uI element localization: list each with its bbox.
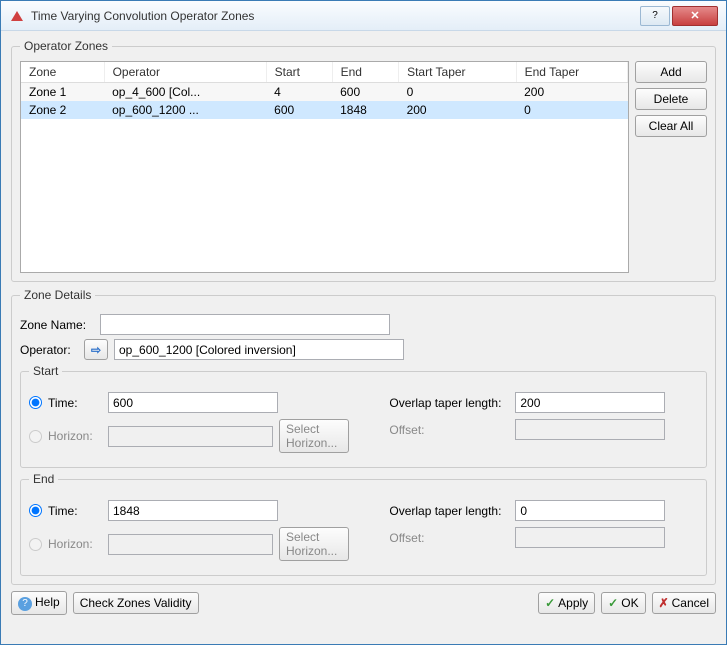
help-icon: ?: [18, 597, 32, 611]
start-offset-label: Offset:: [389, 423, 509, 437]
clear-all-button[interactable]: Clear All: [635, 115, 707, 137]
help-button[interactable]: ?: [640, 6, 670, 26]
zones-side-buttons: Add Delete Clear All: [635, 61, 707, 273]
end-horizon-label: Horizon:: [48, 537, 102, 551]
check-validity-button[interactable]: Check Zones Validity: [73, 592, 199, 614]
window-title: Time Varying Convolution Operator Zones: [31, 9, 638, 23]
delete-button[interactable]: Delete: [635, 88, 707, 110]
end-offset-label: Offset:: [389, 531, 509, 545]
start-offset-input: [515, 419, 665, 440]
start-select-horizon-button: Select Horizon...: [279, 419, 349, 453]
end-select-horizon-button: Select Horizon...: [279, 527, 349, 561]
start-horizon-input: [108, 426, 273, 447]
end-overlap-input[interactable]: [515, 500, 665, 521]
check-icon: ✓: [608, 596, 618, 610]
dialog-footer: ?Help Check Zones Validity ✓Apply ✓OK ✗C…: [11, 591, 716, 615]
zones-legend: Operator Zones: [20, 39, 112, 53]
start-group: Start Time: Horizon: Select Horizon...: [20, 364, 707, 468]
start-horizon-radio: [29, 430, 42, 443]
start-time-input[interactable]: [108, 392, 278, 413]
operator-zones-group: Operator Zones Zone Operator Start End S…: [11, 39, 716, 282]
end-horizon-input: [108, 534, 273, 555]
zones-table[interactable]: Zone Operator Start End Start Taper End …: [20, 61, 629, 273]
app-icon: [9, 8, 25, 24]
start-horizon-label: Horizon:: [48, 429, 102, 443]
check-icon: ✓: [545, 596, 555, 610]
start-time-label: Time:: [48, 396, 102, 410]
col-zone[interactable]: Zone: [21, 62, 104, 83]
end-offset-input: [515, 527, 665, 548]
end-time-label: Time:: [48, 504, 102, 518]
end-overlap-label: Overlap taper length:: [389, 504, 509, 518]
col-start[interactable]: Start: [266, 62, 332, 83]
col-end-taper[interactable]: End Taper: [516, 62, 627, 83]
zone-details-group: Zone Details Zone Name: Operator: ⇨ Star…: [11, 288, 716, 585]
table-row[interactable]: Zone 2 op_600_1200 ... 600 1848 200 0: [21, 101, 628, 119]
cancel-button[interactable]: ✗Cancel: [652, 592, 716, 614]
ok-button[interactable]: ✓OK: [601, 592, 645, 614]
end-time-input[interactable]: [108, 500, 278, 521]
operator-input[interactable]: [114, 339, 404, 360]
end-horizon-radio: [29, 538, 42, 551]
dialog-content: Operator Zones Zone Operator Start End S…: [1, 31, 726, 644]
start-time-radio[interactable]: [29, 396, 42, 409]
zone-name-input[interactable]: [100, 314, 390, 335]
start-legend: Start: [29, 364, 62, 378]
col-start-taper[interactable]: Start Taper: [399, 62, 517, 83]
operator-label: Operator:: [20, 343, 78, 357]
table-row[interactable]: Zone 1 op_4_600 [Col... 4 600 0 200: [21, 83, 628, 102]
end-group: End Time: Horizon: Select Horizon...: [20, 472, 707, 576]
col-operator[interactable]: Operator: [104, 62, 266, 83]
start-overlap-label: Overlap taper length:: [389, 396, 509, 410]
end-time-radio[interactable]: [29, 504, 42, 517]
help-button[interactable]: ?Help: [11, 591, 67, 615]
add-button[interactable]: Add: [635, 61, 707, 83]
zone-name-label: Zone Name:: [20, 318, 94, 332]
dialog-window: Time Varying Convolution Operator Zones …: [0, 0, 727, 645]
close-button[interactable]: ✕: [672, 6, 718, 26]
cross-icon: ✗: [659, 596, 669, 610]
end-legend: End: [29, 472, 58, 486]
titlebar: Time Varying Convolution Operator Zones …: [1, 1, 726, 31]
col-end[interactable]: End: [332, 62, 398, 83]
apply-button[interactable]: ✓Apply: [538, 592, 595, 614]
start-overlap-input[interactable]: [515, 392, 665, 413]
details-legend: Zone Details: [20, 288, 95, 302]
window-controls: ? ✕: [638, 6, 718, 26]
operator-goto-button[interactable]: ⇨: [84, 339, 108, 360]
